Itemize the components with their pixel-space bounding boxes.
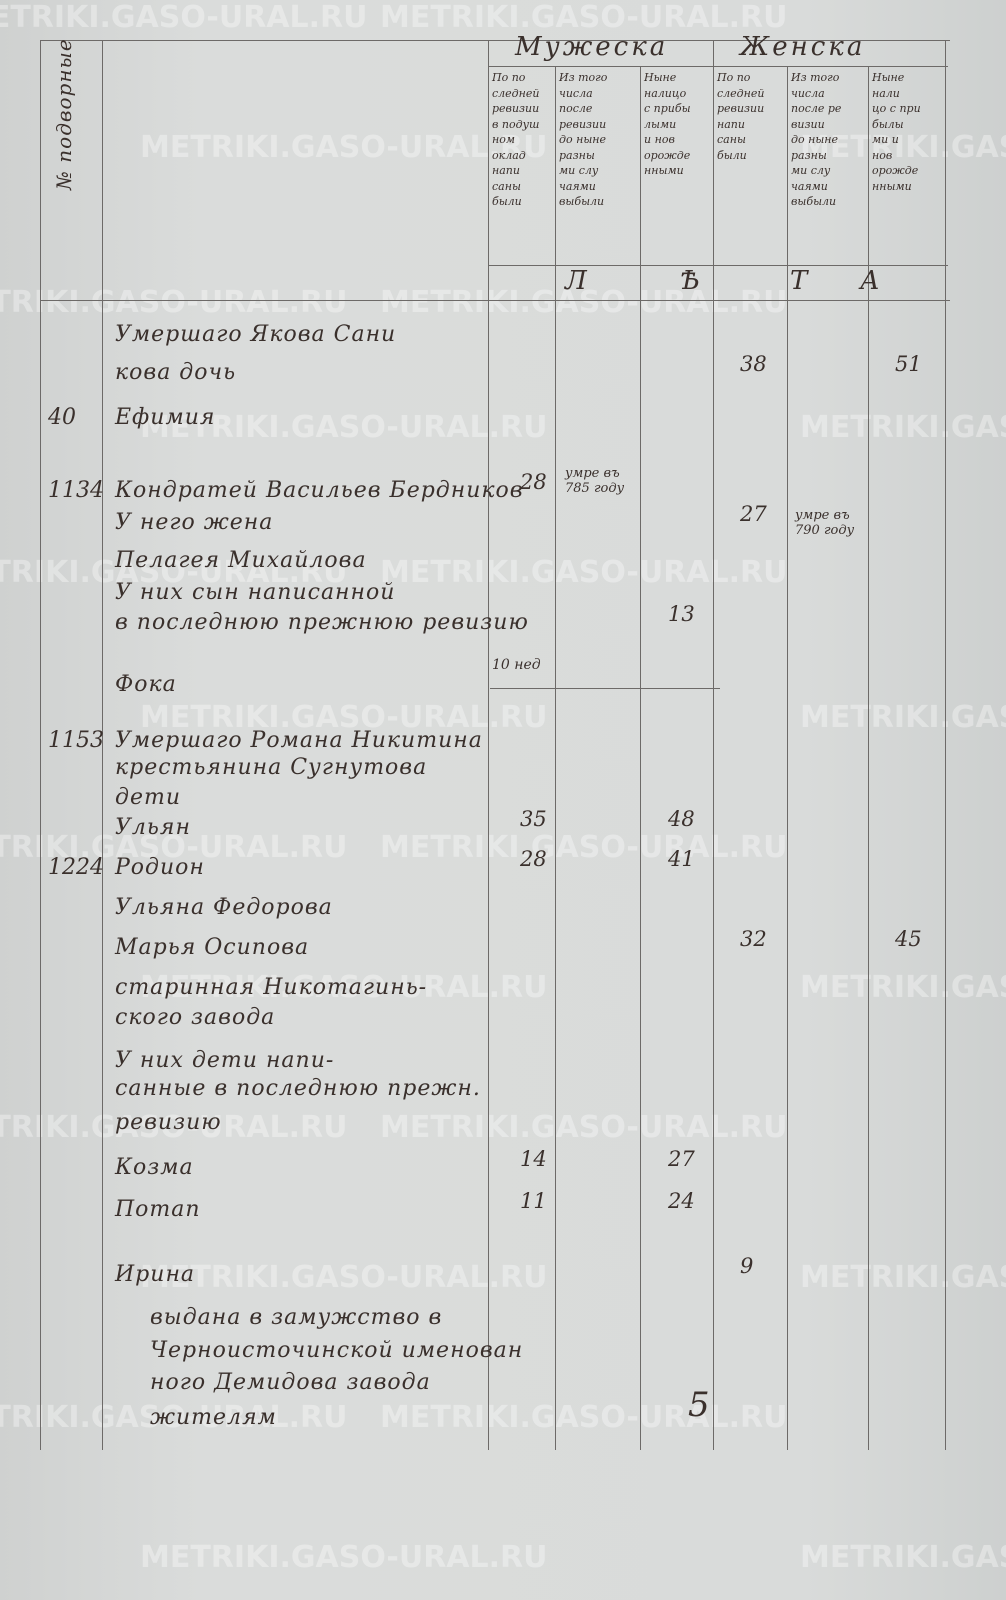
cell-value: 48 [668,807,695,831]
header-rule [488,265,948,266]
column-rule [787,66,788,1450]
cell-value: 9 [740,1254,754,1278]
column-rule [868,66,869,1450]
person-name: Родион [115,855,205,880]
cell-value: умре въ 790 году [795,508,855,538]
person-name: Фока [115,672,177,697]
column-rule [40,40,41,1450]
person-name: У него жена [115,510,274,535]
subcolumn-header: Ныне налицо с прибы лыми и нов орожде нн… [644,71,691,177]
household-number: 1134 [48,478,104,503]
row-rule [490,688,720,689]
household-number: 1153 [48,728,104,753]
cell-value: умре въ 785 году [565,466,625,496]
column-rule [555,66,556,1450]
left-column-header: № подворные [52,38,76,190]
male-header: Мужеска [515,32,669,62]
cell-value: 24 [668,1189,695,1213]
header-rule [488,66,948,67]
female-header: Женска [740,32,866,62]
person-name: Ефимия [115,405,216,430]
cell-value: 38 [740,352,767,376]
person-name: Пелагея Михайлова [115,548,367,573]
person-name: санные в последнюю прежн. [115,1076,481,1101]
cell-value: 28 [520,470,547,494]
cell-value: 27 [668,1147,695,1171]
person-name: Ирина [115,1262,196,1287]
person-name: жителям [150,1405,277,1430]
leta-letter: Ѣ [680,266,703,296]
subcolumn-header: По по следней ревизии напи саны были [717,71,765,162]
person-name: Черноисточинской именован [150,1338,524,1363]
household-number: 40 [48,405,76,430]
person-name: Умершаго Якова Сани [115,322,397,347]
leta-letter: Т [790,266,811,296]
person-name: ного Демидова завода [150,1370,431,1395]
column-rule [713,40,714,1450]
leta-letter: А [860,266,883,296]
cell-value: 11 [520,1189,547,1213]
cell-value: 41 [668,847,695,871]
header-bottom-rule [40,300,950,301]
top-rule [40,40,950,41]
person-name: ского завода [115,1005,276,1030]
column-rule [640,66,641,1450]
column-rule [488,40,489,1450]
cell-value: 10 нед [492,657,541,673]
cell-value: 28 [520,847,547,871]
person-name: в последнюю прежнюю ревизию [115,610,529,635]
column-rule [945,40,946,1450]
person-name: дети [115,785,181,810]
person-name: Кондратей Васильев Бердников [115,478,524,503]
subcolumn-header: Из того числа после ре визии до ныне раз… [791,71,842,208]
person-name: ревизию [115,1110,222,1135]
person-name: крестьянина Сугнутова [115,755,428,780]
person-name: Потап [115,1197,201,1222]
subcolumn-header: По по следней ревизии в подуш ном оклад … [492,71,540,208]
subcolumn-header: Ныне нали цо с при былы ми и нов орожде … [872,71,921,193]
person-name: выдана в замужство в [150,1305,443,1330]
cell-value: 32 [740,927,767,951]
leta-letter: Л [565,266,590,296]
column-rule [102,40,103,1450]
cell-value: 35 [520,807,547,831]
cell-value: 13 [668,602,695,626]
cell-value: 14 [520,1147,547,1171]
household-number: 1224 [48,855,104,880]
person-name: старинная Никотагинь- [115,975,428,1000]
page-number: 5 [688,1385,711,1425]
person-name: Козма [115,1155,194,1180]
cell-value: 45 [895,927,922,951]
person-name: Ульяна Федорова [115,895,333,920]
cell-value: 27 [740,502,767,526]
person-name: Ульян [115,815,191,840]
subcolumn-header: Из того числа после ревизии до ныне разн… [559,71,608,208]
person-name: Марья Осипова [115,935,310,960]
cell-value: 51 [895,352,922,376]
person-name: Умершаго Романа Никитина [115,728,483,753]
person-name: кова дочь [115,360,237,385]
person-name: У них дети напи- [115,1048,335,1073]
person-name: У них сын написанной [115,580,396,605]
